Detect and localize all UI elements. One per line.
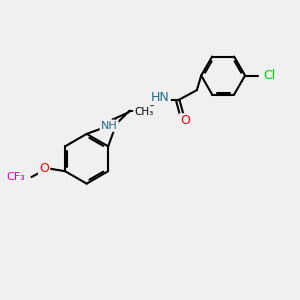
Text: CH₃: CH₃ (134, 107, 153, 117)
Text: O: O (39, 162, 49, 175)
Text: Cl: Cl (263, 69, 276, 82)
Text: O: O (180, 114, 190, 128)
Text: CF₃: CF₃ (6, 172, 25, 182)
Text: HN: HN (151, 91, 170, 104)
Text: NH: NH (101, 121, 118, 131)
